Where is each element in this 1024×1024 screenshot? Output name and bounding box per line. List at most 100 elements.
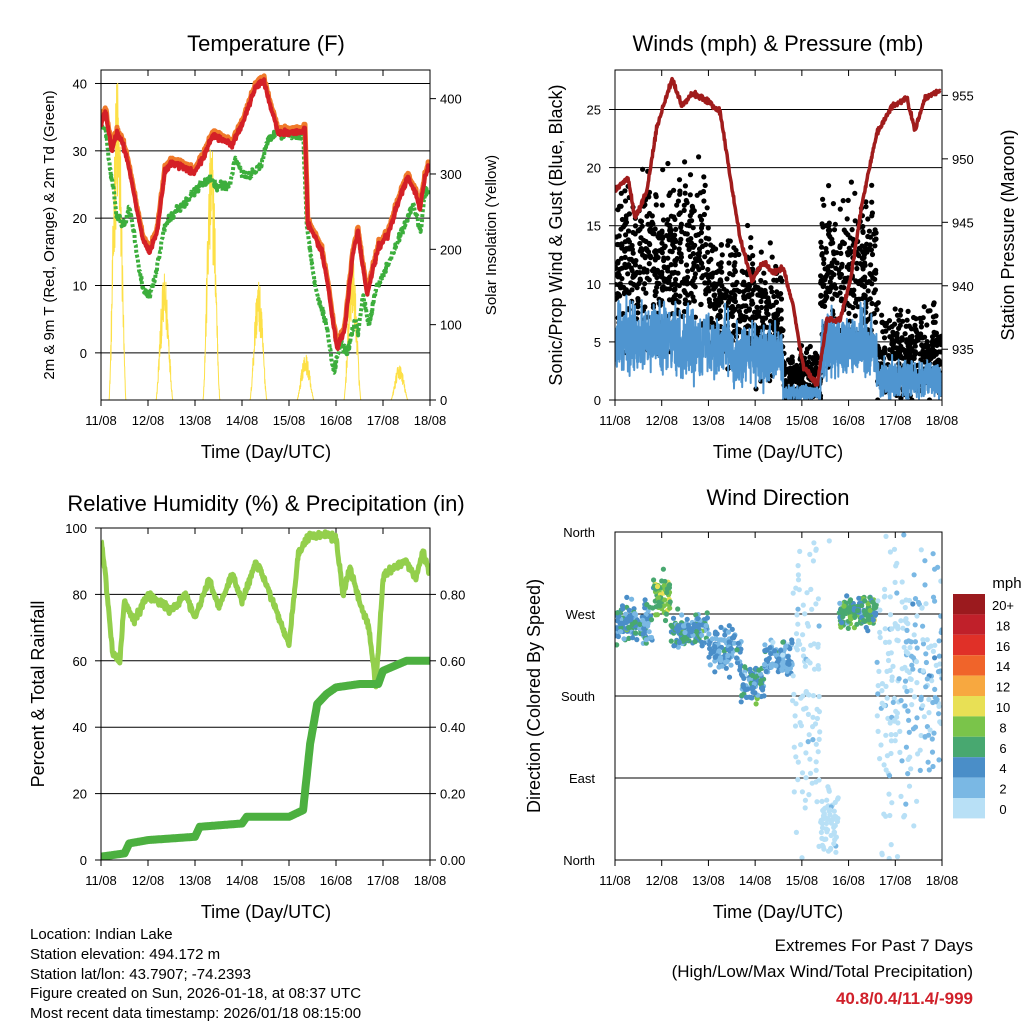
direction-point — [810, 714, 816, 720]
direction-point — [871, 603, 877, 609]
gust-point — [677, 210, 683, 216]
direction-point — [624, 594, 630, 601]
x-tick-label: 15/08 — [273, 873, 306, 888]
gust-point — [918, 319, 924, 326]
direction-point — [831, 841, 837, 847]
gust-point — [907, 343, 913, 349]
gust-point — [845, 232, 851, 238]
gust-point — [784, 369, 791, 375]
gust-point — [867, 234, 874, 240]
gust-point — [797, 369, 804, 375]
gust-point — [764, 299, 770, 305]
y-tick-label: 30 — [73, 144, 87, 159]
direction-point — [902, 604, 908, 611]
wind-speed-line-group — [615, 294, 942, 400]
gust-point — [725, 299, 732, 305]
gust-point — [690, 282, 697, 288]
direction-point — [680, 638, 686, 644]
gust-point — [926, 397, 933, 400]
gust-point — [701, 174, 707, 180]
gust-point — [690, 225, 696, 231]
gust-point — [897, 322, 903, 328]
direction-point — [906, 717, 912, 723]
direction-point — [835, 795, 841, 801]
gust-point — [818, 293, 824, 299]
direction-point — [731, 640, 738, 646]
gust-point — [640, 286, 647, 292]
direction-point — [834, 818, 841, 825]
gust-point — [667, 223, 673, 229]
gust-point — [769, 254, 775, 260]
direction-point — [719, 663, 725, 669]
direction-point — [883, 767, 889, 773]
humidity-ylabel: Percent & Total Rainfall — [28, 601, 48, 788]
direction-point — [801, 706, 807, 712]
gust-point — [758, 298, 764, 305]
direction-point — [938, 629, 942, 635]
gust-point — [820, 196, 826, 202]
direction-point — [810, 724, 816, 730]
gust-point — [763, 304, 770, 310]
gust-point — [687, 172, 694, 178]
gust-point — [892, 306, 898, 312]
direction-point — [929, 749, 936, 755]
direction-point — [659, 578, 665, 584]
gust-point — [807, 354, 813, 360]
gust-point — [667, 229, 674, 235]
gust-point — [644, 275, 650, 281]
direction-point — [923, 651, 929, 657]
direction-point — [795, 759, 801, 765]
gust-point — [638, 246, 644, 252]
direction-point — [728, 662, 734, 668]
direction-point — [798, 723, 805, 729]
gust-point — [741, 314, 747, 320]
pressure-line-group — [615, 76, 942, 387]
gust-point — [774, 289, 780, 295]
gust-point — [873, 230, 879, 236]
gust-point — [813, 365, 819, 371]
direction-point — [619, 603, 626, 609]
gust-point — [682, 300, 688, 307]
gust-point — [771, 277, 777, 283]
extremes-subtitle: (High/Low/Max Wind/Total Precipitation) — [672, 962, 973, 981]
direction-point — [800, 646, 807, 653]
direction-point — [790, 673, 796, 679]
direction-point — [894, 560, 900, 566]
y-tick-label: 0 — [594, 393, 601, 408]
direction-point — [802, 805, 808, 811]
gust-point — [746, 281, 752, 288]
gust-point — [706, 297, 712, 303]
direction-point — [680, 623, 687, 629]
gust-point — [718, 260, 724, 266]
gust-point — [652, 226, 658, 232]
gust-point — [761, 270, 767, 276]
direction-point — [882, 586, 888, 593]
direction-point — [804, 590, 810, 596]
direction-point — [615, 633, 618, 639]
gust-point — [872, 287, 879, 293]
direction-point — [852, 614, 858, 620]
direction-point — [716, 637, 722, 643]
y-tick-label-right: 100 — [440, 318, 462, 333]
direction-point — [791, 744, 797, 750]
gust-point — [681, 202, 687, 208]
direction-point — [644, 601, 650, 608]
gust-point — [676, 250, 683, 256]
direction-point — [882, 639, 889, 646]
direction-point — [786, 661, 792, 667]
direction-point — [840, 614, 846, 620]
gust-point — [713, 269, 720, 275]
direction-point — [935, 564, 941, 570]
gust-point — [805, 359, 812, 365]
gust-point — [698, 301, 704, 307]
gust-point — [753, 315, 759, 321]
legend-label: 6 — [999, 741, 1006, 756]
gust-point — [889, 348, 895, 354]
direction-point — [662, 617, 669, 624]
gust-point — [892, 338, 898, 344]
gust-point — [666, 275, 672, 281]
direction-point — [813, 767, 819, 773]
x-tick-label: 11/08 — [599, 873, 631, 888]
gust-point — [886, 318, 893, 324]
direction-point — [747, 666, 753, 673]
